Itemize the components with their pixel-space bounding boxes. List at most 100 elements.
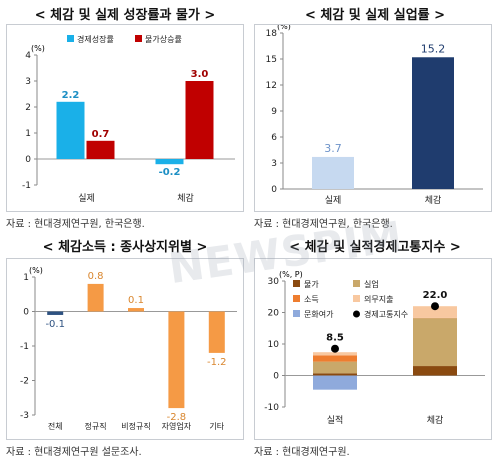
legend-label: 문화여가 [304, 309, 334, 319]
bar-segment [313, 355, 357, 362]
chart-frame: (%) -3 -2 -1 0 1 -0.1 전체 0.8 정규직 0.1 비정규직 -2.8 자영업자 -1… [6, 258, 244, 440]
source-note: 자료 : 현대경제연구원 설문조사. [6, 447, 142, 458]
bar-segment [313, 361, 357, 374]
bar [128, 308, 144, 312]
y-tick-label: 0 [23, 308, 29, 318]
y-tick-label: -2 [20, 377, 29, 387]
legend-swatch [135, 35, 142, 42]
y-tick-label: 4 [25, 51, 31, 61]
y-tick-label: 0 [271, 185, 277, 195]
x-tick-label: 기타 [209, 422, 224, 431]
source-note: 자료 : 현대경제연구원. [254, 447, 350, 458]
bar [168, 311, 185, 409]
data-label: 22.0 [423, 290, 448, 301]
data-label: 3.0 [191, 69, 209, 80]
x-tick-label: 체감 [425, 194, 442, 206]
bar [155, 159, 184, 165]
bar [87, 283, 104, 312]
bar [185, 81, 214, 159]
y-tick-label: 30 [268, 277, 280, 287]
source-note: 자료 : 현대경제연구원, 한국은행. [6, 219, 145, 230]
panel-unemployment: < 체감 및 실제 실업률 > (%) 0 3 6 9 12 15 18 3.7 실제 15.2 체감… [250, 0, 500, 230]
y-tick-label: 12 [266, 81, 277, 91]
x-tick-label: 비정규직 [121, 421, 150, 431]
unit-label: (%, P) [279, 270, 303, 279]
unit-label: (%) [277, 25, 291, 31]
x-tick-label: 체감 [427, 414, 444, 426]
y-tick-label: 3 [271, 159, 277, 169]
y-tick-label: 20 [268, 309, 280, 319]
legend-label: 실업 [364, 279, 379, 289]
index-marker [331, 344, 339, 353]
y-tick-label: -1 [20, 342, 29, 352]
y-tick-label: -3 [20, 411, 29, 421]
y-tick-label: 18 [266, 29, 278, 39]
bar-segment [413, 366, 457, 376]
legend-swatch [293, 280, 300, 287]
legend-label: 물가상승률 [145, 34, 182, 44]
x-tick-label: 자영업자 [162, 421, 192, 431]
unemployment-chart: (%) 0 3 6 9 12 15 18 3.7 실제 15.2 체감 [266, 22, 483, 206]
chart-frame: (%) 0 3 6 9 12 15 18 3.7 실제 15.2 체감 [254, 22, 492, 212]
panel-title: < 체감소득 : 종사상지위별 > [42, 240, 208, 255]
legend-swatch [353, 295, 360, 302]
legend-label: 의무지출 [364, 294, 393, 304]
y-tick-label: 6 [271, 133, 277, 143]
y-tick-label: 15 [266, 55, 277, 65]
growth-inflation-chart: (%) -1 0 1 2 3 4 경제성장률 물가상승률 2.2 0.7 실제 -0.2 3.0 체감 [22, 34, 235, 204]
panel-growth-inflation: < 체감 및 실제 성장률과 물가 > (%) -1 0 1 2 3 4 경제성장률 물가상승률… [0, 0, 250, 230]
legend-swatch [293, 295, 300, 302]
unit-label: (%) [29, 266, 43, 275]
chart-frame: (%) -1 0 1 2 3 4 경제성장률 물가상승률 2.2 0.7 실제 -0.2 3.0 체감 [6, 24, 244, 212]
x-tick-label: 전체 [48, 421, 63, 431]
data-label: -2.8 [167, 412, 187, 423]
legend-swatch [353, 310, 360, 318]
y-tick-label: -10 [264, 403, 279, 413]
legend-label: 소득 [304, 295, 319, 304]
unit-label: (%) [31, 44, 45, 53]
y-tick-label: 10 [268, 340, 280, 350]
x-tick-label: 실제 [78, 193, 95, 204]
data-label: -0.2 [159, 167, 181, 178]
data-label: 15.2 [421, 42, 446, 55]
panel-title: < 체감 및 실제 실업률 > [304, 8, 446, 23]
bar-segment [313, 375, 357, 390]
x-tick-label: 정규직 [85, 421, 107, 431]
y-tick-label: 1 [25, 129, 31, 139]
legend-swatch [67, 35, 74, 42]
data-label: 2.2 [62, 90, 80, 101]
source-note: 자료 : 현대경제연구원, 한국은행. [254, 219, 393, 230]
data-label: 0.8 [88, 271, 104, 282]
data-label: -0.1 [45, 319, 65, 330]
panel-title: < 체감 및 실제 성장률과 물가 > [34, 8, 216, 23]
y-tick-label: 1 [23, 273, 29, 283]
bar-segment [413, 318, 457, 367]
data-label: 3.7 [324, 142, 342, 155]
legend-label: 물가 [304, 280, 319, 289]
legend-label: 경제성장률 [77, 34, 114, 44]
x-tick-label: 실제 [325, 195, 342, 206]
y-tick-label: 0 [25, 155, 31, 165]
panel-title: < 체감 및 실적경제고통지수 > [289, 240, 461, 255]
data-label: 0.1 [128, 295, 144, 306]
bar [86, 140, 115, 159]
data-label: 0.7 [92, 129, 110, 140]
data-label: 8.5 [326, 333, 344, 344]
y-tick-label: 2 [25, 103, 31, 113]
legend-swatch [353, 280, 360, 287]
bar-segment [313, 352, 357, 356]
legend-label: 경제고통지수 [364, 309, 408, 319]
y-tick-label: 0 [273, 372, 279, 382]
bar-segment [313, 373, 357, 376]
panel-income-by-status: < 체감소득 : 종사상지위별 > (%) -3 -2 -1 0 1 -0.1 전체 0.8 정규… [0, 230, 250, 459]
bar-segment [413, 306, 457, 318]
index-marker [431, 302, 439, 311]
bar [47, 311, 64, 315]
y-tick-label: 3 [25, 77, 31, 87]
x-tick-label: 실적 [327, 414, 344, 426]
bar [412, 57, 454, 190]
